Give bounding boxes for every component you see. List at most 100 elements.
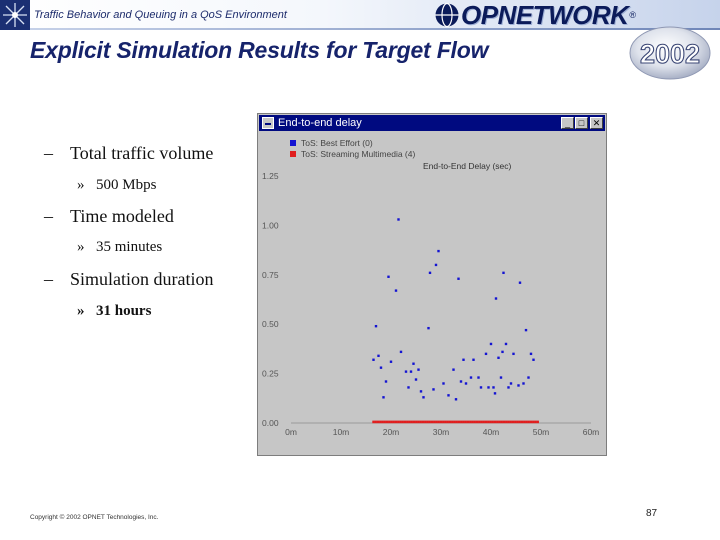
data-point-streaming [520, 420, 524, 424]
data-point-streaming [390, 420, 393, 424]
data-point-streaming [505, 420, 508, 424]
header-rule [0, 28, 720, 30]
data-point-streaming [496, 420, 499, 424]
presentation-subtitle: Traffic Behavior and Queuing in a QoS En… [34, 9, 287, 21]
data-point-streaming [453, 420, 456, 424]
copyright-notice: Copyright © 2002 OPNET Technologies, Inc… [30, 514, 159, 521]
data-point-best-effort [417, 368, 420, 371]
data-point-best-effort [527, 376, 530, 379]
data-point-streaming [487, 420, 490, 424]
data-point-best-effort [497, 356, 500, 359]
data-point-streaming [478, 420, 481, 424]
y-tick-label: 0.00 [262, 418, 279, 428]
chevron-bullet-icon: » [77, 177, 85, 193]
bullet-item: – Simulation duration [44, 269, 214, 290]
data-point-streaming [388, 420, 391, 424]
data-point-best-effort [404, 370, 408, 373]
data-point-streaming [462, 420, 465, 424]
chevron-bullet-icon: » [77, 303, 85, 319]
data-point-streaming [385, 420, 389, 424]
data-point-best-effort [374, 324, 378, 328]
window-icon [262, 117, 274, 129]
data-point-best-effort [469, 376, 473, 379]
data-point-best-effort [428, 271, 432, 275]
y-tick-label: 1.00 [262, 220, 279, 230]
data-point-best-effort [494, 297, 498, 300]
data-point-streaming [412, 420, 416, 424]
data-point-streaming [448, 420, 452, 424]
data-point-best-effort [479, 386, 483, 389]
minimize-button[interactable]: _ [561, 117, 574, 129]
y-tick-label: 0.75 [262, 270, 279, 280]
year-badge: 2002 [629, 26, 711, 80]
data-point-streaming [406, 420, 409, 424]
y-tick-label: 0.25 [262, 369, 279, 379]
data-point-best-effort [387, 275, 390, 278]
data-point-streaming [439, 420, 443, 424]
sub-bullet-text: 31 hours [96, 303, 152, 319]
x-tick-label: 60m [583, 427, 600, 437]
data-point-best-effort [409, 370, 413, 373]
window-title: End-to-end delay [278, 117, 362, 129]
data-point-streaming [372, 420, 375, 424]
data-point-best-effort [462, 358, 465, 361]
data-point-best-effort [397, 218, 400, 221]
data-point-streaming [534, 420, 537, 424]
data-point-streaming [466, 420, 470, 424]
header-band [0, 0, 720, 30]
data-point-streaming [498, 420, 501, 424]
data-point-best-effort [414, 378, 418, 381]
data-point-best-effort [484, 352, 488, 356]
data-point-best-effort [517, 384, 520, 387]
data-point-streaming [376, 420, 380, 424]
data-point-streaming [442, 420, 445, 424]
data-point-best-effort [407, 386, 410, 389]
legend-label: ToS: Streaming Multimedia (4) [301, 149, 416, 159]
data-point-streaming [482, 420, 485, 424]
maximize-button[interactable]: □ [575, 117, 588, 129]
data-point-streaming [473, 420, 476, 424]
data-point-best-effort [493, 392, 497, 395]
chart-window[interactable]: End-to-end delay _ □ ✕ ToS: Best Effort … [257, 113, 607, 456]
data-point-best-effort [382, 396, 385, 399]
chevron-bullet-icon: » [77, 239, 85, 255]
data-point-streaming [455, 420, 458, 424]
bullet-item: – Total traffic volume [44, 143, 213, 164]
sub-bullet-text: 35 minutes [96, 239, 163, 255]
bullet-text: Total traffic volume [70, 143, 214, 163]
data-point-streaming [493, 420, 497, 424]
data-point-streaming [410, 420, 413, 424]
legend-item-streaming: ToS: Streaming Multimedia (4) [290, 149, 415, 159]
window-titlebar[interactable]: End-to-end delay _ □ ✕ [259, 115, 605, 131]
sub-bullet-item: » 500 Mbps [77, 177, 156, 194]
data-point-best-effort [499, 376, 503, 379]
data-point-streaming [502, 420, 506, 424]
starburst-logo-icon [0, 0, 30, 30]
bullet-text: Simulation duration [70, 269, 214, 289]
bullet-text: Time modeled [70, 206, 174, 226]
data-point-streaming [464, 420, 467, 424]
data-point-best-effort [452, 368, 455, 371]
data-point-best-effort [464, 382, 468, 385]
data-point-best-effort [459, 380, 463, 383]
data-point-best-effort [434, 263, 438, 267]
data-point-best-effort [522, 382, 525, 385]
data-point-streaming [523, 420, 526, 424]
data-point-streaming [421, 420, 425, 424]
data-point-streaming [536, 420, 539, 424]
data-point-best-effort [532, 358, 535, 361]
bullet-item: – Time modeled [44, 206, 174, 227]
data-point-streaming [426, 420, 429, 424]
data-point-streaming [491, 420, 494, 424]
data-point-best-effort [377, 354, 380, 358]
data-point-streaming [516, 420, 519, 424]
brand-logo: OPNETWORK ® [434, 0, 636, 30]
data-point-best-effort [457, 277, 460, 280]
data-point-best-effort [394, 289, 398, 292]
data-point-streaming [433, 420, 436, 424]
close-button[interactable]: ✕ [590, 117, 603, 129]
data-point-best-effort [512, 352, 515, 356]
data-point-streaming [383, 420, 386, 424]
x-tick-label: 20m [383, 427, 400, 437]
dash-bullet-icon: – [44, 269, 53, 289]
